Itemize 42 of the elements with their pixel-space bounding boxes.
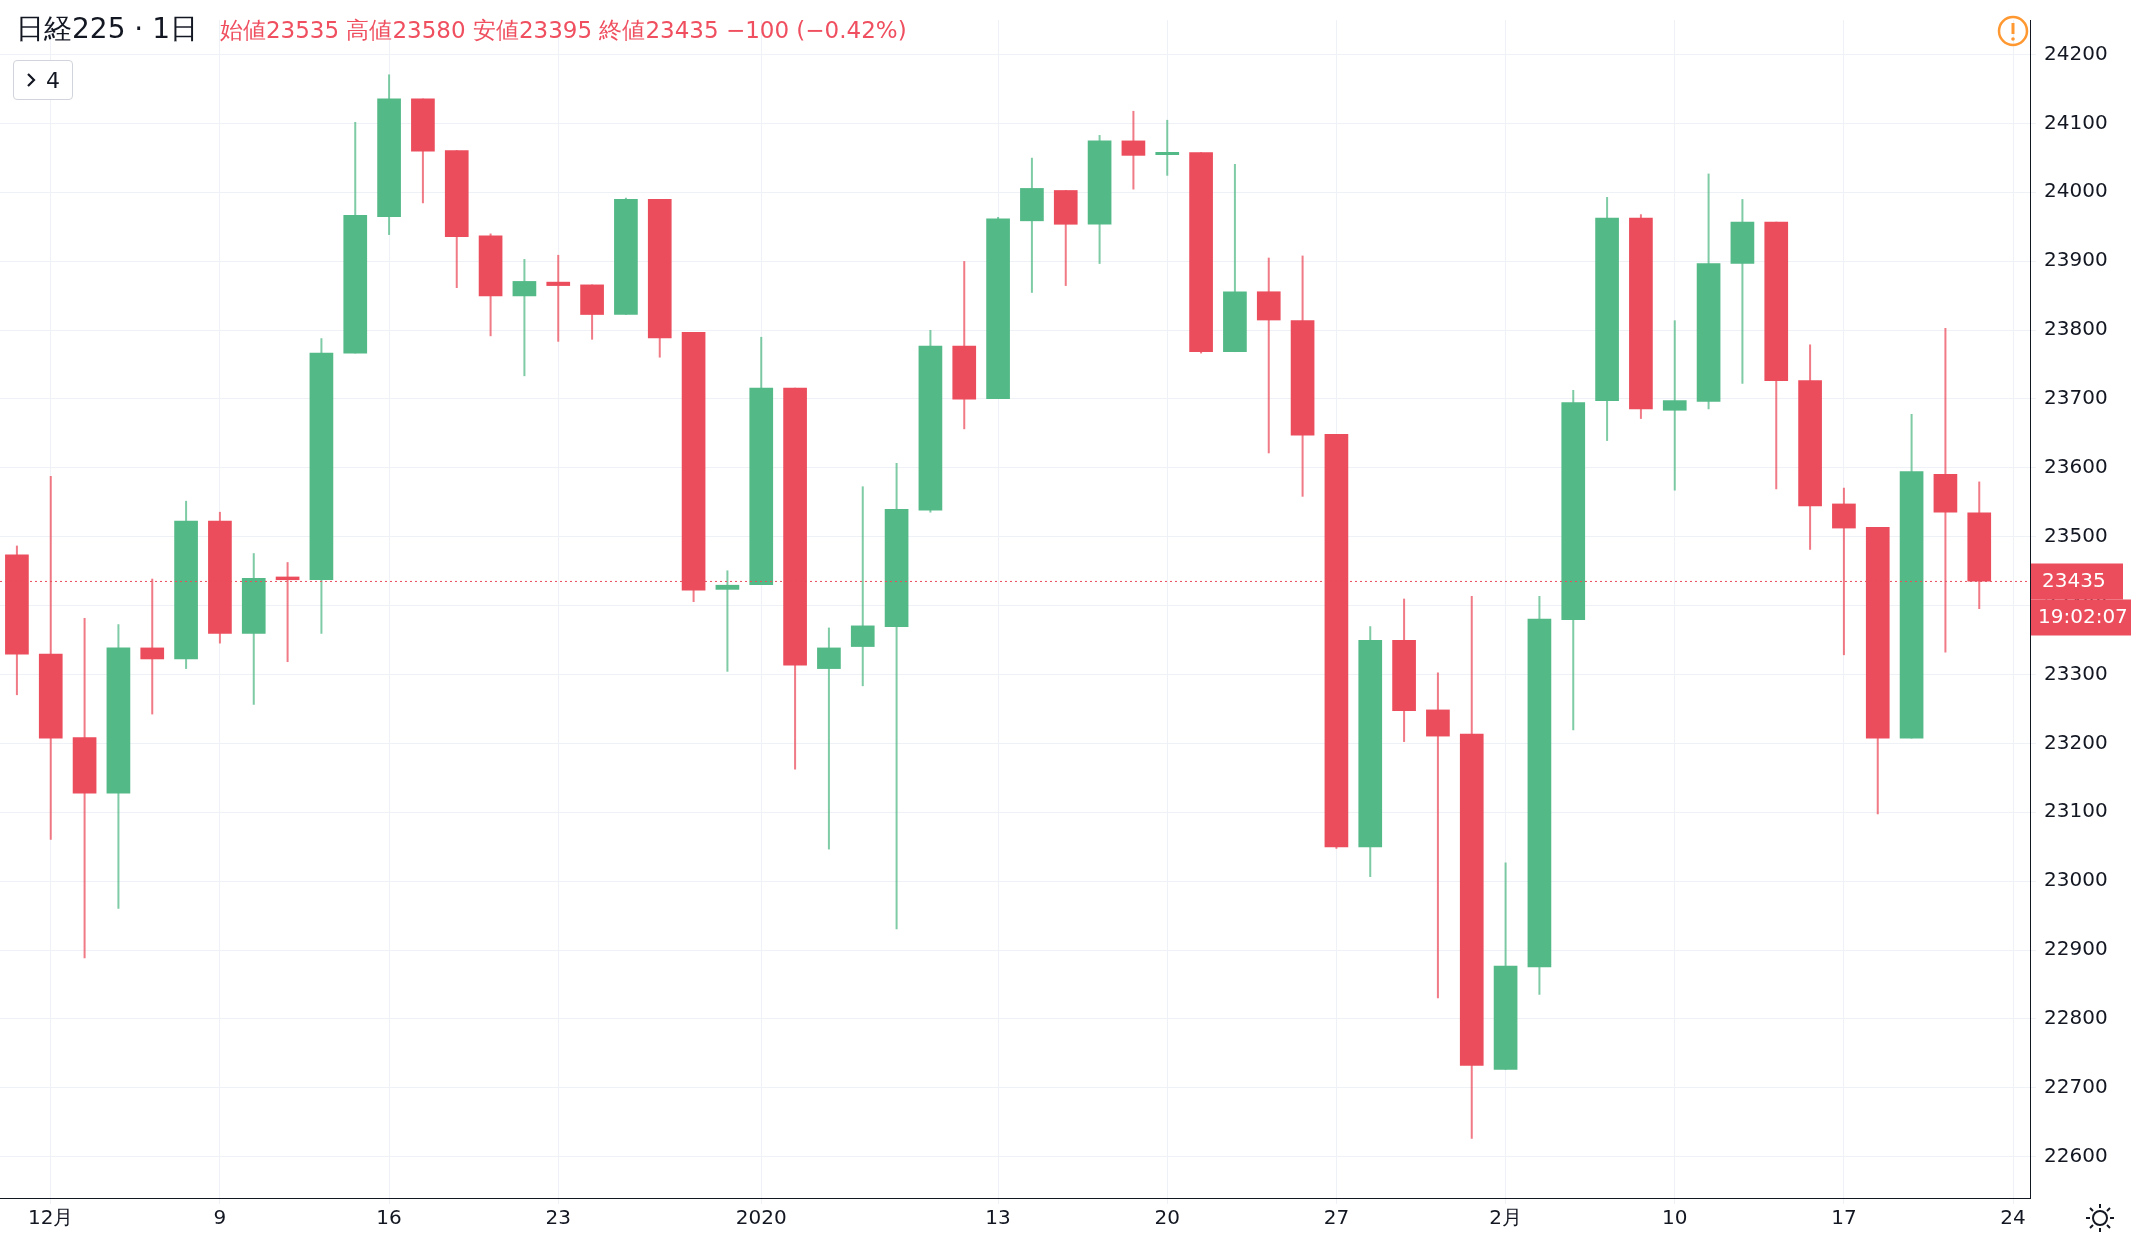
chart-subtitle: 始値23535 高値23580 安値23395 終値23435 −100 (−0.42%) — [219, 17, 907, 43]
x-tick-label: 27 — [1323, 1205, 1350, 1230]
y-tick-label: 24100 — [2044, 109, 2108, 134]
x-tick-label: 2020 — [735, 1205, 787, 1230]
candlestick — [512, 258, 537, 378]
candlestick — [1121, 109, 1146, 191]
x-tick-label: 12月 — [28, 1205, 74, 1230]
y-tick-label: 22700 — [2044, 1073, 2108, 1098]
y-tick-label: 23200 — [2044, 729, 2108, 754]
candlestick — [715, 569, 740, 673]
x-tick-label: 9 — [213, 1205, 227, 1230]
x-tick-label: 23 — [545, 1205, 571, 1230]
x-tick-label: 13 — [985, 1205, 1011, 1230]
y-tick-label: 23700 — [2044, 385, 2108, 410]
ref-line-label: 23435 — [2042, 567, 2106, 592]
y-tick-label: 22800 — [2044, 1005, 2108, 1030]
y-tick-label: 23100 — [2044, 798, 2108, 823]
x-tick-label: 20 — [1154, 1205, 1180, 1230]
candlestick — [817, 626, 841, 851]
chart-title: 日経225 · 1日 — [16, 12, 198, 45]
y-tick-label: 23500 — [2044, 522, 2108, 547]
y-tick-label: 23300 — [2044, 660, 2108, 685]
y-tick-label: 22900 — [2044, 936, 2108, 961]
text: 19:02:07 — [2038, 603, 2128, 628]
candlestick — [1155, 118, 1180, 177]
candlestick — [1426, 671, 1450, 1000]
candlestick — [546, 253, 571, 343]
y-tick-label: 23900 — [2044, 247, 2108, 272]
y-tick-label: 23800 — [2044, 316, 2108, 341]
y-tick-label: 22600 — [2044, 1142, 2108, 1167]
x-tick-label: 16 — [376, 1205, 402, 1230]
y-tick-label: 23600 — [2044, 453, 2108, 478]
candlestick — [1662, 319, 1687, 492]
x-tick-label: 17 — [1831, 1205, 1857, 1230]
candlestick — [850, 485, 875, 688]
y-tick-label: 24200 — [2044, 40, 2108, 65]
x-tick-label: 2月 — [1489, 1205, 1522, 1230]
x-tick-label: 24 — [2000, 1205, 2026, 1230]
annotation: 4 — [46, 67, 60, 93]
x-tick-label: 10 — [1662, 1205, 1688, 1230]
y-tick-label: 23000 — [2044, 867, 2108, 892]
y-tick-label: 24000 — [2044, 178, 2108, 203]
